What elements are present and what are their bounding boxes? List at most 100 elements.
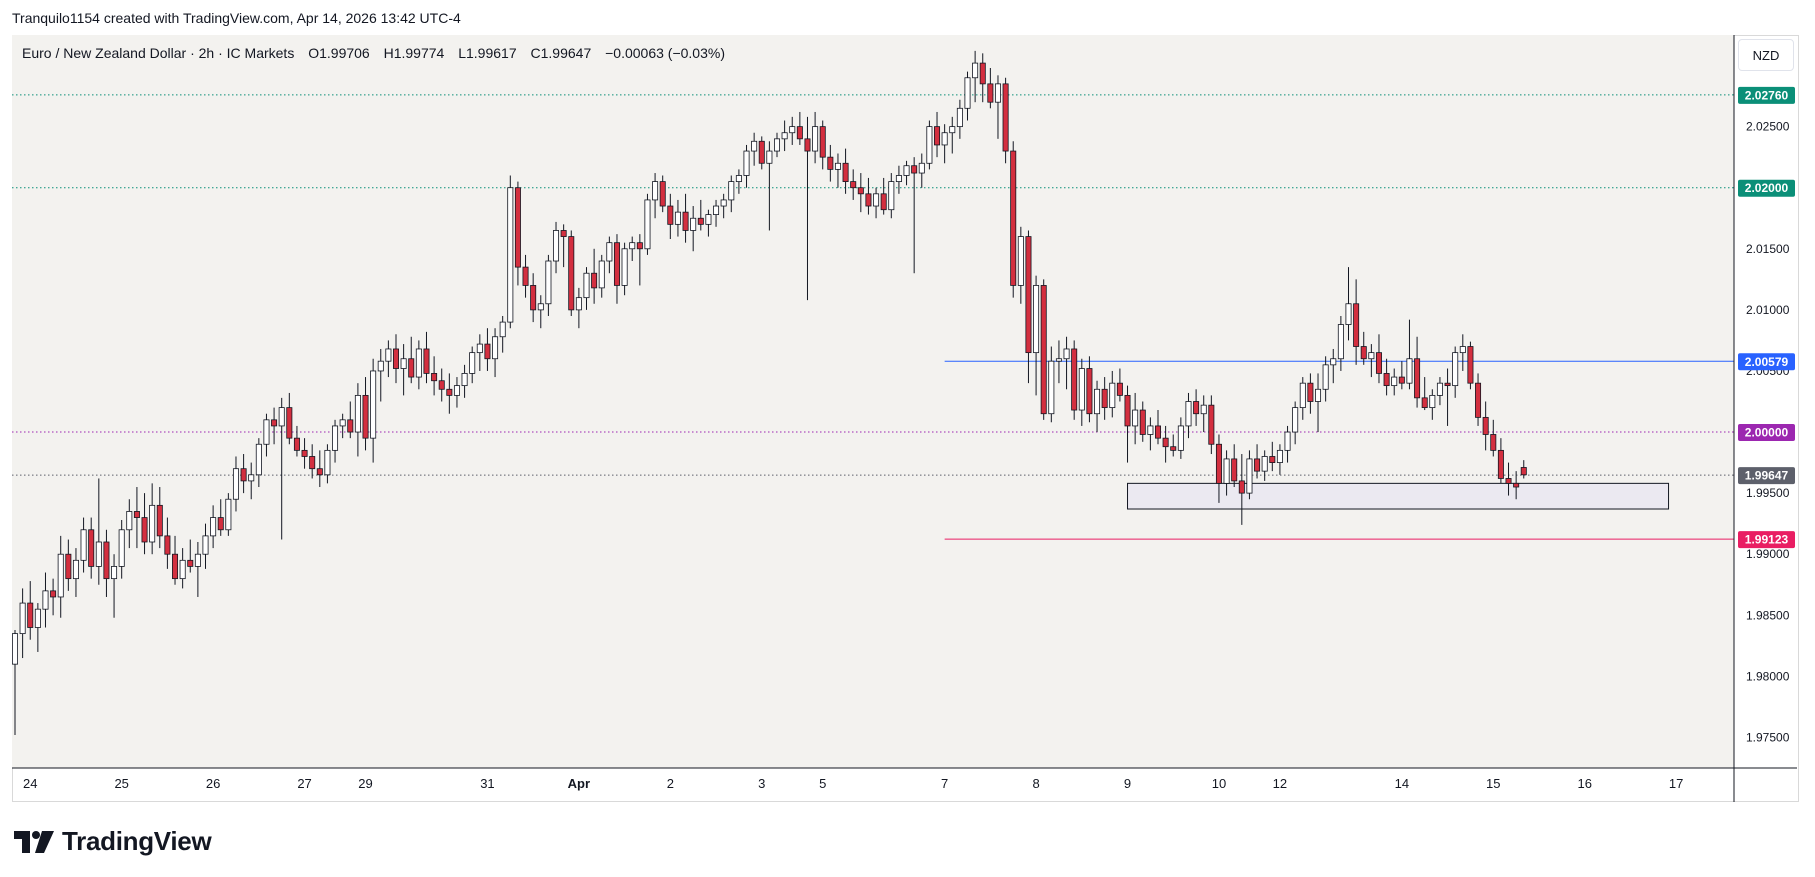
price-badge-label: 2.00000 xyxy=(1745,426,1789,440)
candle-body xyxy=(156,504,163,537)
symbol-title[interactable]: Euro / New Zealand Dollar · 2h · IC Mark… xyxy=(22,45,295,61)
candle-body xyxy=(781,132,788,140)
candle-body xyxy=(537,303,544,311)
tradingview-brand[interactable]: TradingView xyxy=(14,826,212,857)
candle-body xyxy=(1109,382,1116,409)
candle-body xyxy=(347,419,354,433)
y-tick-label: 2.01000 xyxy=(1746,303,1790,317)
chart-attribution: Tranquilo1154 created with TradingView.c… xyxy=(12,10,461,26)
brand-name: TradingView xyxy=(62,826,212,856)
candle-body xyxy=(1444,382,1451,387)
candle-body xyxy=(1048,360,1055,415)
x-tick-label: 5 xyxy=(819,776,826,791)
candle-body xyxy=(385,348,392,362)
candle-body xyxy=(613,242,620,286)
candle-body xyxy=(286,407,293,439)
candle-body xyxy=(964,77,971,109)
candle-body xyxy=(263,419,270,445)
candle-body xyxy=(598,260,605,289)
candlestick-chart[interactable]: 2.030002.025002.015002.010002.005001.995… xyxy=(12,35,1797,802)
candle-body xyxy=(408,358,415,378)
candle-body xyxy=(819,126,826,158)
candle-body xyxy=(1254,458,1261,472)
candle-body xyxy=(873,193,880,207)
price-badge-4 xyxy=(1738,424,1795,442)
y-tick-label: 1.99000 xyxy=(1746,547,1790,561)
candle-body xyxy=(1124,394,1131,427)
candle-body xyxy=(827,156,834,170)
candle-body xyxy=(255,443,262,476)
candle-body xyxy=(834,162,841,170)
candle-body xyxy=(690,217,697,231)
candle-body xyxy=(278,407,285,427)
open-value: O1.99706 xyxy=(308,45,370,61)
candle-body xyxy=(682,211,689,231)
x-tick-label: 26 xyxy=(206,776,220,791)
candle-body xyxy=(1078,368,1085,411)
candle-body xyxy=(1033,285,1040,354)
candle-body xyxy=(1292,407,1299,433)
x-tick-label: 16 xyxy=(1577,776,1591,791)
candle-body xyxy=(210,517,217,537)
candle-body xyxy=(1345,303,1352,325)
candle-body xyxy=(370,370,377,439)
candle-body xyxy=(1116,382,1123,396)
candle-body xyxy=(606,242,613,262)
plot-background xyxy=(12,35,1734,768)
x-tick-label: 29 xyxy=(358,776,372,791)
candle-body xyxy=(1269,456,1276,463)
candle-body xyxy=(34,608,41,628)
y-tick-label: 1.99500 xyxy=(1746,486,1790,500)
price-badge-label: 1.99123 xyxy=(1745,533,1789,547)
candle-body xyxy=(1208,404,1215,445)
candle-body xyxy=(522,266,529,286)
candle-body xyxy=(1215,443,1222,484)
candle-body xyxy=(476,343,483,354)
candle-body xyxy=(850,181,857,189)
candle-body xyxy=(1482,416,1489,435)
candle-body xyxy=(728,181,735,201)
candle-body xyxy=(751,140,758,152)
tradingview-logo-icon xyxy=(14,830,54,853)
candle-body xyxy=(1147,425,1154,435)
candle-body xyxy=(934,126,941,146)
candle-body xyxy=(857,187,864,195)
candle-body xyxy=(392,348,399,369)
high-value: H1.99774 xyxy=(383,45,445,61)
candle-body xyxy=(57,553,64,598)
candle-body xyxy=(1162,437,1169,448)
candle-body xyxy=(179,559,186,580)
candle-body xyxy=(1398,376,1405,384)
candle-body xyxy=(354,394,361,433)
price-badge-3 xyxy=(1738,353,1795,371)
candle-body xyxy=(720,199,727,207)
candle-body xyxy=(27,602,34,628)
currency-button[interactable]: NZD xyxy=(1738,39,1794,71)
y-tick-label: 2.01500 xyxy=(1746,242,1790,256)
candle-body xyxy=(1238,480,1245,494)
candle-body xyxy=(918,162,925,174)
candle-body xyxy=(1185,401,1192,427)
candle-body xyxy=(667,205,674,225)
candle-body xyxy=(453,385,460,396)
candle-body xyxy=(1231,458,1238,482)
price-badge-label: 2.00579 xyxy=(1745,355,1789,369)
candle-body xyxy=(1307,382,1314,402)
candle-body xyxy=(126,511,133,531)
x-tick-label: 25 xyxy=(114,776,128,791)
candle-body xyxy=(530,285,537,311)
candle-body xyxy=(553,230,560,262)
candle-body xyxy=(1353,303,1360,347)
y-tick-label: 1.97500 xyxy=(1746,730,1790,744)
candle-body xyxy=(293,437,300,451)
x-tick-label: 2 xyxy=(667,776,674,791)
candle-body xyxy=(65,553,72,580)
candle-body xyxy=(949,126,956,134)
candle-body xyxy=(674,211,681,225)
candle-body xyxy=(332,425,339,451)
candle-body xyxy=(1391,376,1398,387)
candle-body xyxy=(461,373,468,387)
x-tick-label: 7 xyxy=(941,776,948,791)
candle-body xyxy=(796,126,803,140)
candle-body xyxy=(446,388,453,396)
